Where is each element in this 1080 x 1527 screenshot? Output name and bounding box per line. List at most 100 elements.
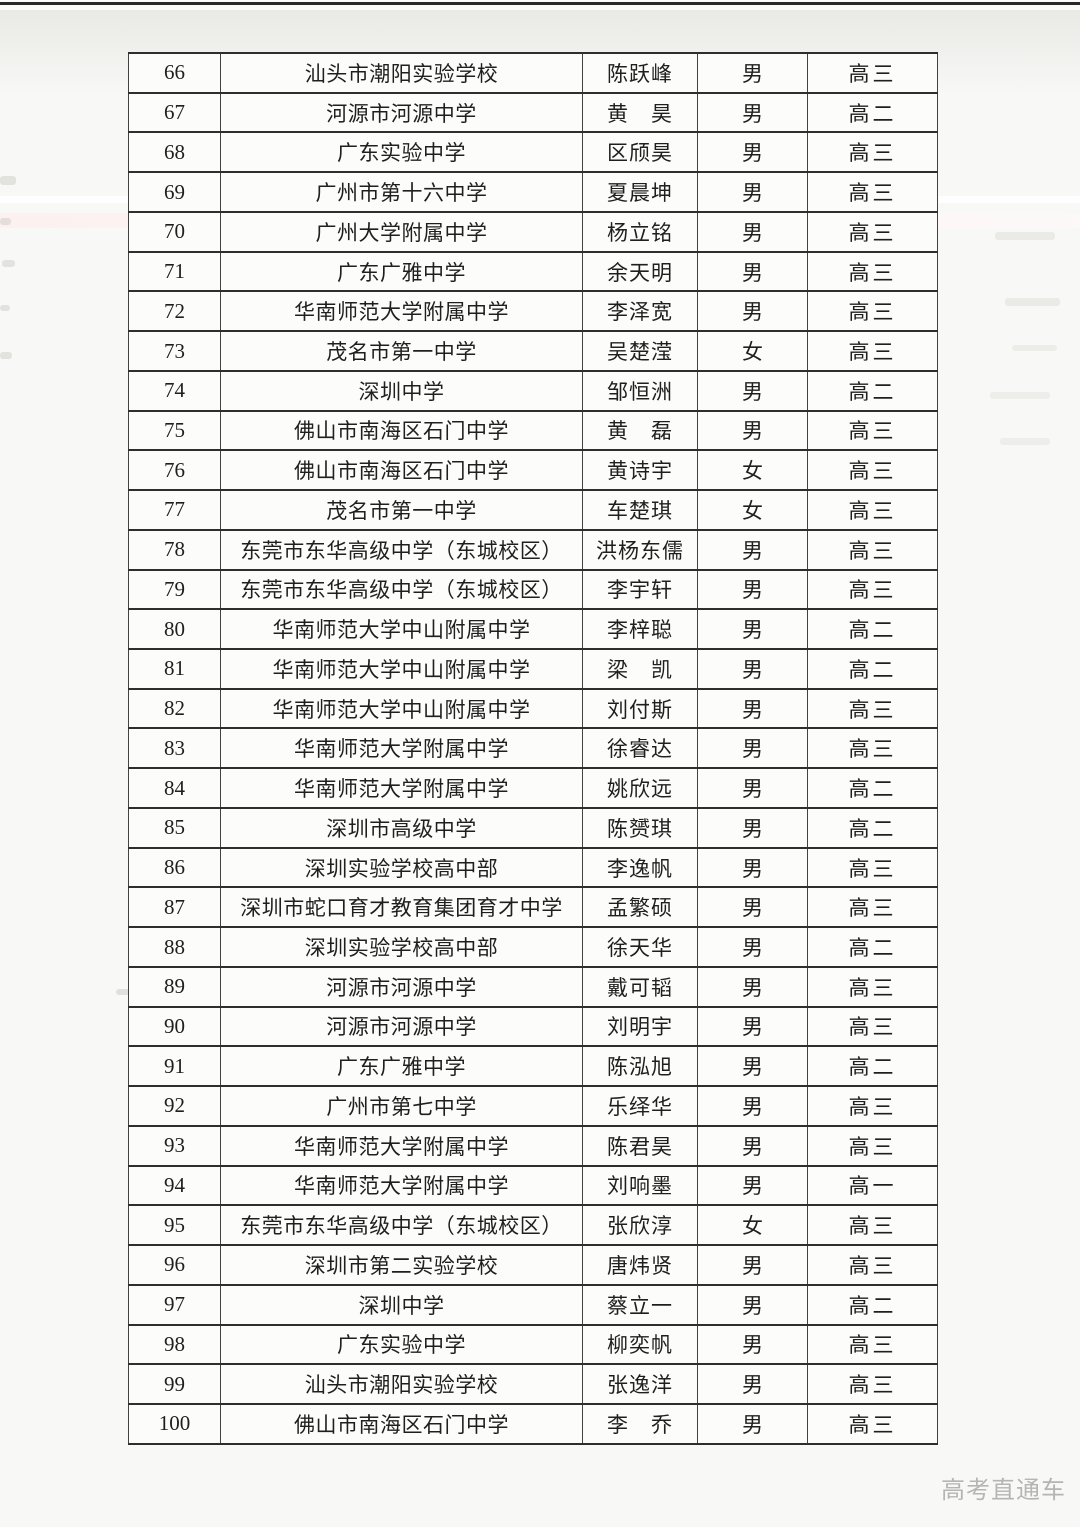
table-row: 73 茂名市第一中学 吴楚滢女高三 [128,330,938,372]
cell-grade: 高三 [807,1244,938,1286]
cell-name: 余天明 [582,250,698,293]
cell-gender: 男 [697,1005,808,1048]
cell-school: 深圳中学 [220,1283,583,1326]
cell-grade: 高二 [807,767,938,809]
cell-name: 唐炜贤 [582,1244,698,1286]
scan-artifact [0,352,12,359]
cell-grade: 高三 [807,846,938,889]
cell-school: 茂名市第一中学 [220,330,583,372]
cell-gender: 男 [697,409,808,452]
cell-grade: 高三 [807,1363,938,1405]
cell-name: 杨立铭 [582,210,698,253]
cell-no: 68 [128,131,221,174]
cell-school: 茂名市第一中学 [220,489,583,531]
cell-school: 广东实验中学 [220,131,583,174]
cell-no: 75 [128,409,221,452]
table-row: 92 广州市第七中学 乐绎华男高三 [128,1085,938,1127]
cell-name: 姚欣远 [582,767,698,809]
cell-name: 乐绎华 [582,1085,698,1127]
cell-gender: 男 [697,965,808,1008]
table-row: 74 深圳中学 邹恒洲男高二 [128,369,938,412]
cell-gender: 男 [697,1363,808,1405]
cell-name: 徐睿达 [582,727,698,770]
cell-name: 李 乔 [582,1402,698,1446]
cell-name: 刘明宇 [582,1005,698,1048]
table-row: 97 深圳中学 蔡立一男高二 [128,1283,938,1326]
cell-no: 96 [128,1244,221,1286]
cell-gender: 男 [697,1244,808,1286]
scan-artifact [1005,298,1060,306]
cell-school: 广东广雅中学 [220,250,583,293]
scan-artifact [0,305,10,311]
cell-name: 洪杨东儒 [582,528,698,571]
cell-school: 广州市第十六中学 [220,171,583,213]
student-roster-table: 66 汕头市潮阳实验学校 陈跃峰男高三 67 河源市河源中学黄 昊男高二 68 广东实验中学… [128,52,938,1446]
cell-gender: 男 [697,648,808,690]
cell-no: 71 [128,250,221,293]
table-row: 66 汕头市潮阳实验学校 陈跃峰男高三 [128,52,938,94]
cell-name: 陈君昊 [582,1124,698,1167]
cell-gender: 男 [697,727,808,770]
table-row: 84 华南师范大学附属中学 姚欣远男高二 [128,767,938,809]
table-row: 82 华南师范大学中山附属中学 刘付斯男高三 [128,687,938,730]
cell-school: 东莞市东华高级中学（东城校区） [220,1204,583,1247]
cell-no: 90 [128,1005,221,1048]
cell-name: 张欣淳 [582,1204,698,1247]
cell-name: 戴可韬 [582,965,698,1008]
cell-grade: 高一 [807,1164,938,1207]
cell-school: 河源市河源中学 [220,965,583,1008]
table-row: 88 深圳实验学校高中部 徐天华男高二 [128,926,938,968]
cell-school: 深圳中学 [220,369,583,412]
cell-gender: 女 [697,1204,808,1247]
cell-school: 汕头市潮阳实验学校 [220,1363,583,1405]
cell-no: 85 [128,806,221,849]
cell-name: 陈跃峰 [582,52,698,94]
cell-grade: 高二 [807,1045,938,1088]
scan-artifact [995,232,1055,240]
table-row: 81 华南师范大学中山附属中学梁 凯男高二 [128,648,938,690]
cell-school: 华南师范大学附属中学 [220,290,583,333]
table-row: 100 佛山市南海区石门中学李 乔男高三 [128,1402,938,1446]
table-row: 95 东莞市东华高级中学（东城校区） 张欣淳女高三 [128,1204,938,1247]
scan-artifact [0,176,16,185]
cell-grade: 高三 [807,1005,938,1048]
cell-gender: 男 [697,1402,808,1446]
cell-gender: 男 [697,608,808,651]
scan-artifact [1000,438,1050,445]
cell-gender: 男 [697,528,808,571]
cell-no: 92 [128,1085,221,1127]
cell-grade: 高二 [807,91,938,134]
table-row: 79 东莞市东华高级中学（东城校区） 李宇轩男高三 [128,568,938,611]
cell-gender: 男 [697,290,808,333]
cell-no: 67 [128,91,221,134]
cell-no: 70 [128,210,221,253]
cell-gender: 男 [697,1323,808,1366]
table-row: 75 佛山市南海区石门中学黄 磊男高三 [128,409,938,452]
cell-no: 93 [128,1124,221,1167]
cell-no: 80 [128,608,221,651]
cell-no: 77 [128,489,221,531]
cell-school: 深圳市蛇口育才教育集团育才中学 [220,886,583,929]
cell-grade: 高三 [807,568,938,611]
cell-school: 广州市第七中学 [220,1085,583,1127]
cell-gender: 男 [697,926,808,968]
cell-name: 黄 昊 [582,91,698,134]
cell-no: 66 [128,52,221,94]
cell-gender: 男 [697,687,808,730]
cell-grade: 高三 [807,886,938,929]
cell-no: 83 [128,727,221,770]
cell-gender: 女 [697,449,808,492]
cell-no: 82 [128,687,221,730]
cell-name: 陈泓旭 [582,1045,698,1088]
table-row: 86 深圳实验学校高中部 李逸帆男高三 [128,846,938,889]
cell-no: 84 [128,767,221,809]
table-row: 67 河源市河源中学黄 昊男高二 [128,91,938,134]
scan-artifact [116,989,131,995]
table-row: 89 河源市河源中学 戴可韬男高三 [128,965,938,1008]
cell-grade: 高三 [807,1323,938,1366]
cell-no: 91 [128,1045,221,1088]
cell-grade: 高三 [807,409,938,452]
cell-school: 佛山市南海区石门中学 [220,1402,583,1446]
cell-no: 95 [128,1204,221,1247]
cell-name: 吴楚滢 [582,330,698,372]
